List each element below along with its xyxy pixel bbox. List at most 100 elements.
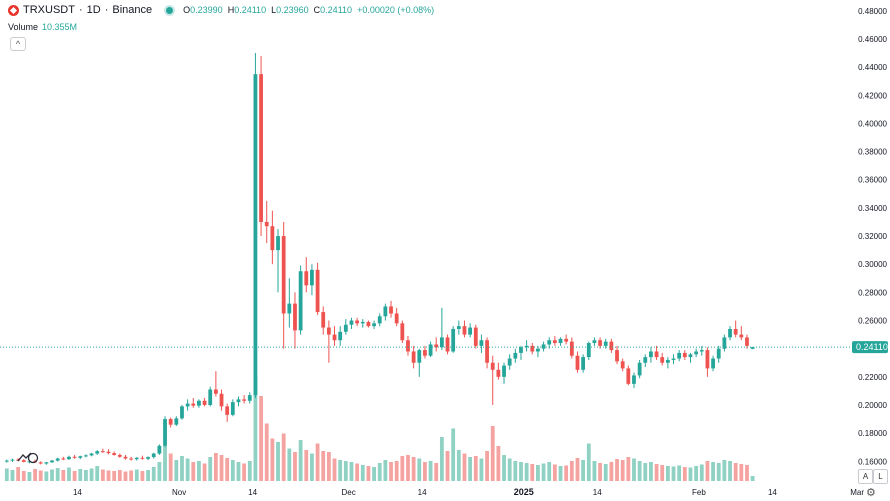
volume-bar: [598, 463, 602, 481]
volume-bar: [558, 466, 563, 481]
volume-bar: [564, 465, 569, 481]
volume-bar: [225, 458, 230, 481]
candle-body: [575, 355, 580, 370]
volume-bar: [439, 437, 444, 481]
auto-scale-button[interactable]: A: [858, 469, 873, 484]
symbol-name[interactable]: TRXUSDT: [23, 4, 75, 16]
candle-body: [417, 350, 422, 363]
candle-body: [44, 462, 49, 464]
volume-bar: [637, 461, 642, 481]
candle-body: [253, 74, 258, 396]
candle-body: [632, 375, 636, 384]
candle-body: [225, 406, 230, 415]
volume-bar: [134, 469, 139, 481]
time-tick-label: Nov: [172, 488, 186, 497]
change-value: +0.00020 (+0.08%): [357, 5, 435, 15]
candle-body: [293, 303, 297, 331]
volume-bar: [456, 450, 461, 481]
volume-bar: [496, 446, 501, 481]
volume-bar: [180, 456, 184, 481]
volume-bar: [174, 460, 179, 481]
volume-bar: [61, 470, 66, 481]
volume-bar: [16, 467, 21, 481]
volume-bar: [112, 471, 117, 481]
price-tick-label: 0.32000: [858, 232, 887, 241]
volume-bar: [168, 453, 173, 481]
candle-body: [609, 341, 614, 351]
price-tick-label: 0.48000: [858, 7, 887, 16]
candle-body: [626, 368, 631, 384]
gear-icon[interactable]: ⚙: [866, 487, 876, 499]
high-value: 0.24110: [234, 5, 267, 15]
candle-body: [473, 327, 478, 346]
candle-body: [185, 403, 190, 407]
time-tick-label: 2025: [514, 487, 534, 497]
volume-bar: [660, 465, 665, 481]
candle-body: [569, 341, 574, 356]
candle-body: [264, 221, 269, 227]
volume-bar: [423, 462, 427, 481]
candle-body: [434, 344, 439, 348]
candle-body: [180, 406, 184, 419]
candle-body: [123, 456, 128, 459]
volume-bar: [191, 462, 196, 481]
candle-body: [163, 419, 167, 446]
volume-bar: [117, 470, 122, 481]
candle-body: [592, 340, 597, 344]
price-tick-label: 0.46000: [858, 35, 887, 44]
volume-bar: [536, 465, 540, 481]
volume-bar: [473, 456, 478, 481]
volume-bar: [197, 461, 201, 481]
candle-body: [259, 74, 263, 222]
time-tick-label: 14: [73, 488, 82, 497]
volume-bar: [10, 470, 15, 481]
collapse-legend-button[interactable]: ^: [10, 37, 26, 51]
volume-bar: [349, 462, 354, 481]
volume-bar: [67, 467, 71, 481]
candle-body: [519, 347, 523, 353]
candle-body: [230, 402, 235, 415]
price-tick-label: 0.34000: [858, 204, 887, 213]
candle-body: [310, 269, 314, 286]
volume-bar: [434, 463, 439, 481]
symbol-header[interactable]: TRXUSDT · 1D · Binance O0.23990 H0.24110…: [8, 4, 434, 16]
volume-bar: [50, 469, 54, 481]
candle-body: [716, 348, 721, 359]
candle-body: [21, 460, 26, 462]
candle-body: [4, 460, 9, 462]
candle-body: [151, 453, 156, 458]
candle-body: [10, 459, 15, 461]
volume-bar: [276, 442, 280, 481]
interval[interactable]: 1D: [86, 4, 101, 16]
volume-bar: [417, 458, 422, 481]
volume-bar: [338, 460, 343, 481]
log-scale-button[interactable]: L: [873, 469, 888, 484]
volume-bar: [377, 463, 382, 481]
volume-bar: [490, 426, 495, 481]
volume-bar: [383, 460, 388, 481]
volume-bar: [688, 467, 693, 481]
volume-bar: [519, 462, 523, 481]
volume-bar: [281, 433, 286, 481]
volume-bar: [722, 460, 727, 481]
candle-body: [750, 347, 755, 349]
volume-bar: [106, 470, 111, 481]
volume-bar: [100, 469, 105, 481]
candle-body: [298, 271, 303, 331]
price-tick-label: 0.22000: [858, 373, 887, 382]
volume-bar: [287, 448, 292, 481]
volume-bar: [502, 455, 506, 481]
candle-body: [338, 331, 343, 341]
time-tick-label: Dec: [342, 488, 356, 497]
volume-bar: [524, 463, 529, 481]
volume-legend[interactable]: Volume 10.355M: [8, 22, 77, 32]
candle-body: [445, 337, 450, 352]
candle-body: [428, 344, 433, 356]
candle-body: [61, 458, 66, 460]
candle-body: [247, 395, 252, 401]
volume-bar: [643, 463, 648, 481]
volume-bar: [236, 462, 241, 481]
volume-bar: [513, 461, 518, 481]
candle-body: [400, 323, 405, 341]
